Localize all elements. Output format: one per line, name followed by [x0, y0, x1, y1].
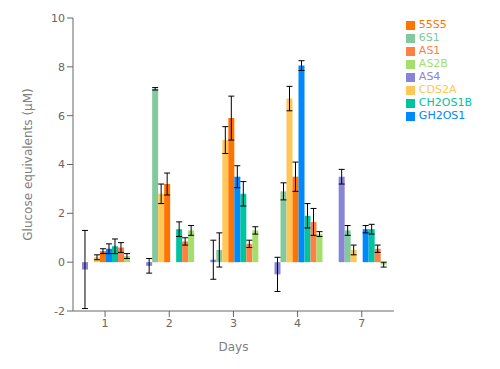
svg-text:10: 10 — [51, 12, 65, 25]
html-text:6S1: 6S1 — [418, 31, 440, 44]
html-text:AS4: AS4 — [418, 70, 441, 83]
svg-text:3: 3 — [230, 317, 237, 330]
svg-text:6: 6 — [58, 110, 65, 123]
svg-text:1: 1 — [102, 317, 109, 330]
svg-text:2: 2 — [166, 317, 173, 330]
html-text:AS1: AS1 — [418, 44, 441, 57]
svg-text:2: 2 — [58, 207, 65, 220]
svg-text:8: 8 — [58, 61, 65, 74]
html-text:CDS2A: CDS2A — [418, 83, 457, 96]
svg-text:7: 7 — [358, 317, 365, 330]
html-text:GH2OS1: GH2OS1 — [418, 109, 466, 122]
svg-text:4: 4 — [294, 317, 301, 330]
svg-text:0: 0 — [58, 256, 65, 269]
svg-text:Glucose equivalents (µM): Glucose equivalents (µM) — [21, 88, 35, 240]
html-text:AS2B: AS2B — [418, 57, 448, 70]
html-text:CH2OS1B: CH2OS1B — [418, 96, 472, 109]
svg-text:-2: -2 — [54, 305, 65, 318]
svg-text:Days: Days — [218, 340, 248, 354]
svg-text:4: 4 — [58, 158, 65, 171]
html-text:55S5: 55S5 — [418, 18, 447, 31]
